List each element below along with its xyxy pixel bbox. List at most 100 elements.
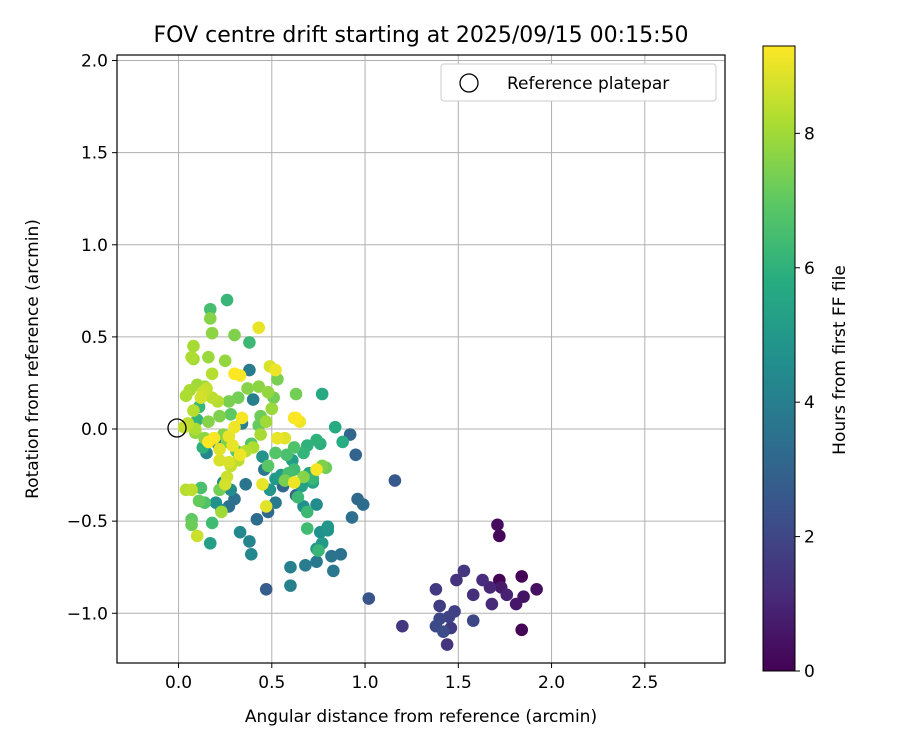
scatter-point [259, 500, 273, 513]
y-tick-label: 1.0 [81, 236, 108, 256]
scatter-point [202, 435, 215, 449]
scatter-point [297, 470, 310, 484]
colorbar [762, 45, 796, 672]
scatter-point [261, 459, 275, 473]
scatter-point [254, 428, 267, 441]
scatter-point [244, 547, 258, 561]
scatter-point [185, 350, 198, 364]
scatter-point [228, 328, 241, 342]
scatter-point [202, 350, 215, 364]
scatter-point [205, 391, 219, 404]
y-tick-label: −0.5 [67, 512, 108, 532]
plot-area [117, 55, 725, 663]
y-axis-ticks: −1.0 −0.5 0.0 0.5 1.0 1.5 2.0 [67, 52, 117, 624]
y-tick-label: 0.5 [81, 328, 108, 348]
chart-title: FOV centre drift starting at 2025/09/15 … [154, 23, 689, 48]
scatter-point [328, 420, 342, 434]
scatter-point [250, 512, 264, 526]
scatter-point [310, 555, 323, 568]
scatter-point [345, 511, 359, 524]
y-tick-label: 0.0 [81, 420, 108, 440]
scatter-point [213, 454, 226, 467]
scatter-point [190, 529, 204, 543]
scatter-point [252, 380, 266, 393]
scatter-point [239, 477, 252, 491]
scatter-point [205, 367, 219, 381]
scatter-point [185, 483, 198, 497]
scatter-point [450, 573, 463, 587]
scatter-point [228, 420, 241, 434]
scatter-point [485, 597, 499, 611]
scatter-point [300, 505, 314, 519]
colorbar-tick-label: 6 [804, 259, 815, 279]
scatter-point [228, 367, 241, 381]
scatter-point [187, 339, 200, 353]
scatter-point [261, 385, 275, 399]
scatter-point [220, 293, 234, 307]
scatter-point [327, 564, 340, 578]
scatter-point [179, 389, 193, 403]
scatter-point [287, 476, 301, 489]
scatter-point [315, 387, 329, 401]
scatter-point [246, 393, 260, 406]
scatter-point [222, 395, 236, 408]
scatter-point [218, 477, 232, 491]
scatter-point [185, 518, 198, 532]
scatter-point [202, 415, 215, 428]
scatter-point [203, 302, 217, 316]
scatter-point [433, 599, 446, 613]
scatter-point [291, 490, 305, 504]
scatter-point [300, 522, 314, 535]
scatter-point [224, 407, 238, 421]
scatter-point [213, 409, 226, 423]
scatter-point [203, 312, 217, 325]
colorbar-tick-label: 4 [804, 393, 815, 413]
x-tick-label: 0.5 [258, 673, 285, 693]
scatter-point [336, 435, 349, 449]
scatter-point [491, 518, 504, 532]
scatter-point [509, 597, 523, 611]
scatter-point [233, 525, 247, 539]
x-tick-label: 0.0 [165, 673, 192, 693]
x-axis-ticks: 0.0 0.5 1.0 1.5 2.0 2.5 [165, 663, 658, 693]
scatter-point [310, 498, 323, 511]
scatter-point [259, 415, 273, 428]
y-tick-label: 1.5 [81, 144, 108, 164]
scatter-point [209, 496, 223, 510]
y-axis-label: Rotation from reference (arcmin) [23, 219, 43, 499]
scatter-point [466, 614, 480, 627]
scatter-point [192, 494, 206, 508]
scatter-point [177, 420, 191, 434]
scatter-point [269, 446, 282, 460]
scatter-point [493, 529, 506, 543]
scatter-point [349, 448, 363, 462]
scatter-point [243, 535, 256, 548]
plot-frame [116, 54, 726, 664]
scatter-point [437, 625, 450, 638]
scatter-point [235, 411, 249, 425]
scatter-point [396, 619, 409, 633]
y-tick-label: −1.0 [67, 604, 108, 624]
scatter-point [194, 481, 208, 495]
legend-box [440, 63, 717, 102]
scatter-point [269, 363, 282, 377]
scatter-point [321, 520, 335, 533]
x-tick-label: 2.0 [538, 673, 565, 693]
scatter-point [312, 544, 325, 557]
colorbar-tick-label: 0 [804, 662, 815, 682]
legend-label: Reference platepar [507, 74, 669, 94]
scatter-point [356, 498, 370, 511]
legend-marker-icon [459, 73, 479, 93]
scatter-point [457, 564, 471, 578]
scatter-point [334, 547, 348, 561]
colorbar-tick-label: 8 [804, 124, 815, 144]
scatter-point [278, 474, 292, 487]
scatter-point [271, 431, 284, 445]
x-axis-label: Angular distance from reference (arcmin) [245, 707, 597, 727]
scatter-point [297, 446, 310, 460]
scatter-point [325, 549, 338, 563]
scatter-point [218, 354, 232, 368]
scatter-point [310, 433, 323, 447]
scatter-point [530, 583, 543, 596]
